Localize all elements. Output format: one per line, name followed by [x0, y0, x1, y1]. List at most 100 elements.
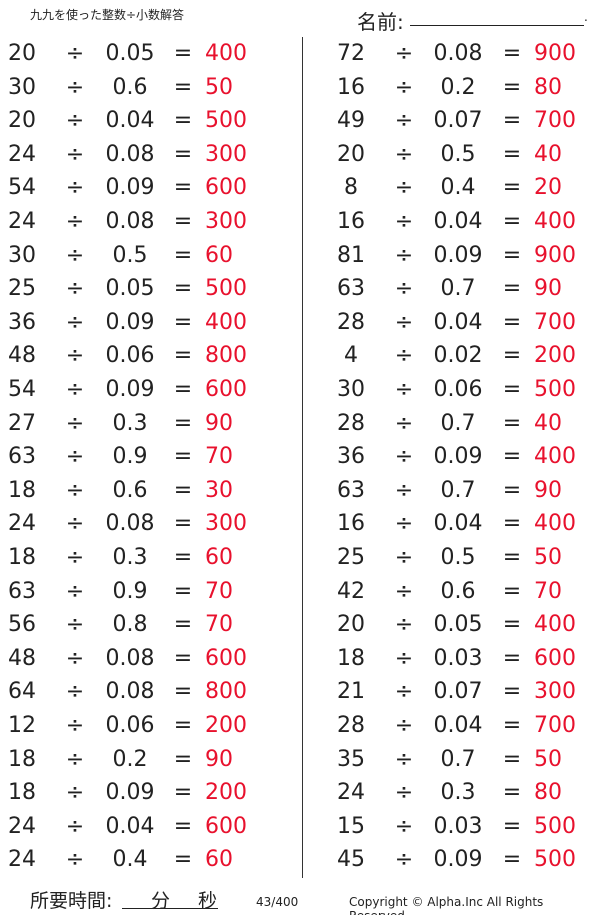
divisor: 0.7 [440, 746, 476, 772]
divide-sign: ÷ [394, 612, 414, 638]
divide-sign: ÷ [394, 847, 414, 873]
divisor: 0.08 [105, 645, 155, 671]
equals-sign: = [502, 645, 522, 671]
dividend: 16 [337, 511, 365, 537]
divisor: 0.09 [105, 175, 155, 201]
answer: 200 [205, 780, 247, 806]
minutes-label: 分 [151, 890, 171, 912]
answer: 90 [205, 746, 233, 772]
divide-sign: ÷ [65, 209, 85, 234]
equals-sign: = [502, 276, 522, 302]
equals-sign: = [502, 444, 522, 470]
divide-sign: ÷ [65, 141, 85, 167]
dividend: 72 [337, 41, 365, 66]
divide-sign: ÷ [65, 813, 85, 839]
divide-sign: ÷ [394, 343, 414, 369]
dividend: 24 [337, 780, 365, 806]
divide-sign: ÷ [65, 108, 85, 134]
page-number: 43/400 [256, 895, 299, 909]
divisor: 0.9 [112, 444, 148, 470]
divide-sign: ÷ [65, 377, 85, 402]
divisor: 0.04 [105, 108, 155, 134]
dividend: 28 [337, 410, 365, 436]
dividend: 48 [8, 645, 36, 671]
dividend: 12 [8, 713, 36, 738]
dividend: 24 [8, 847, 36, 873]
equals-sign: = [502, 780, 522, 806]
divisor: 0.09 [433, 444, 483, 470]
divide-sign: ÷ [65, 175, 85, 201]
equals-sign: = [173, 410, 193, 436]
answer: 300 [205, 141, 247, 167]
divide-sign: ÷ [394, 679, 414, 705]
dividend: 8 [344, 175, 358, 201]
divide-sign: ÷ [394, 309, 414, 335]
equals-sign: = [502, 746, 522, 772]
divisor: 0.6 [112, 477, 148, 503]
dividend: 42 [337, 578, 365, 604]
answer: 900 [534, 242, 576, 268]
divide-sign: ÷ [65, 545, 85, 570]
divisor: 0.4 [440, 175, 476, 201]
answer: 40 [534, 410, 562, 436]
divide-sign: ÷ [65, 444, 85, 470]
divide-sign: ÷ [394, 108, 414, 134]
divide-sign: ÷ [394, 780, 414, 806]
equals-sign: = [502, 679, 522, 705]
answer: 600 [534, 645, 576, 671]
dividend: 15 [337, 813, 365, 839]
equals-sign: = [502, 74, 522, 100]
divide-sign: ÷ [394, 746, 414, 772]
dividend: 28 [337, 309, 365, 335]
answer: 700 [534, 713, 576, 738]
equals-sign: = [173, 578, 193, 604]
divide-sign: ÷ [65, 746, 85, 772]
equals-sign: = [173, 645, 193, 671]
divisor: 0.4 [112, 847, 148, 873]
equals-sign: = [173, 175, 193, 201]
equals-sign: = [502, 713, 522, 738]
divide-sign: ÷ [65, 41, 85, 66]
divisor: 0.2 [112, 746, 148, 772]
dividend: 24 [8, 511, 36, 537]
divide-sign: ÷ [394, 41, 414, 66]
answer: 500 [205, 108, 247, 134]
dividend: 64 [8, 679, 36, 705]
equals-sign: = [173, 309, 193, 335]
divisor: 0.5 [440, 141, 476, 167]
divisor: 0.5 [440, 545, 476, 570]
divide-sign: ÷ [65, 612, 85, 638]
dividend: 56 [8, 612, 36, 638]
answer: 20 [534, 175, 562, 201]
answer: 500 [534, 847, 576, 873]
divide-sign: ÷ [394, 175, 414, 201]
dividend: 45 [337, 847, 365, 873]
divide-sign: ÷ [65, 713, 85, 738]
dividend: 81 [337, 242, 365, 268]
divide-sign: ÷ [394, 209, 414, 234]
divide-sign: ÷ [394, 813, 414, 839]
answer: 60 [205, 847, 233, 873]
equals-sign: = [502, 377, 522, 402]
equals-sign: = [173, 242, 193, 268]
dividend: 63 [337, 276, 365, 302]
answer: 900 [534, 41, 576, 66]
dividend: 54 [8, 175, 36, 201]
answer: 700 [534, 309, 576, 335]
answer: 600 [205, 377, 247, 402]
divisor: 0.04 [105, 813, 155, 839]
equals-sign: = [173, 813, 193, 839]
divide-sign: ÷ [394, 444, 414, 470]
dividend: 30 [337, 377, 365, 402]
divide-sign: ÷ [394, 511, 414, 537]
equals-sign: = [173, 209, 193, 234]
divisor: 0.7 [440, 276, 476, 302]
answer: 800 [205, 343, 247, 369]
answer: 200 [534, 343, 576, 369]
dividend: 25 [8, 276, 36, 302]
divisor: 0.04 [433, 309, 483, 335]
divide-sign: ÷ [394, 276, 414, 302]
divide-sign: ÷ [394, 645, 414, 671]
divide-sign: ÷ [65, 410, 85, 436]
